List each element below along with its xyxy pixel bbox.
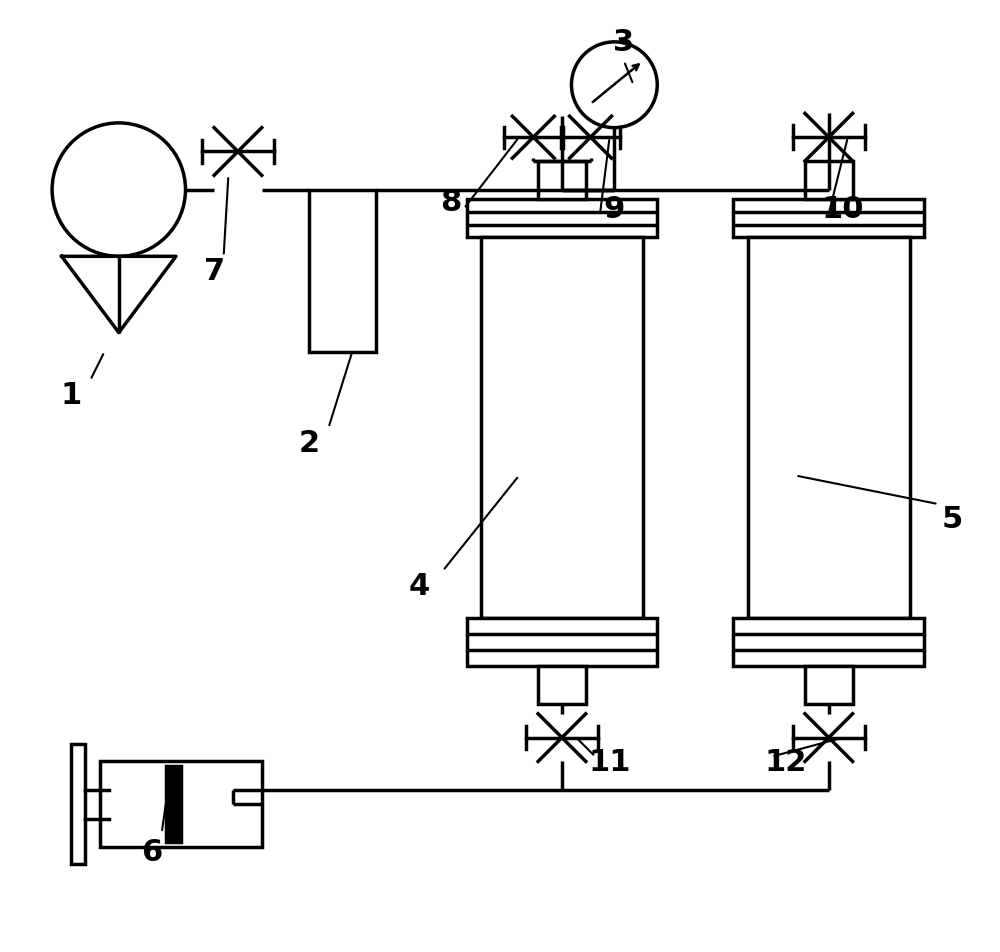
Bar: [467, 619, 657, 666]
Text: 9: 9: [604, 195, 625, 224]
Bar: [733, 200, 924, 238]
Text: 11: 11: [588, 747, 631, 776]
Bar: [166, 766, 181, 843]
Text: 12: 12: [765, 747, 807, 776]
Bar: [538, 666, 586, 704]
Text: 4: 4: [408, 571, 430, 600]
Text: 3: 3: [613, 29, 634, 57]
Text: 7: 7: [204, 257, 225, 286]
Text: 8: 8: [440, 188, 461, 216]
Text: 2: 2: [299, 428, 320, 457]
Bar: [733, 619, 924, 666]
Bar: [805, 666, 853, 704]
Bar: [467, 200, 657, 238]
Bar: [100, 762, 262, 847]
Text: 1: 1: [61, 381, 82, 409]
Bar: [481, 238, 643, 619]
Text: 10: 10: [822, 195, 864, 224]
Bar: [309, 190, 376, 352]
Text: 6: 6: [142, 838, 163, 866]
Bar: [538, 162, 586, 200]
Bar: [71, 744, 85, 864]
Text: 5: 5: [942, 505, 963, 533]
Bar: [748, 238, 910, 619]
Bar: [805, 162, 853, 200]
